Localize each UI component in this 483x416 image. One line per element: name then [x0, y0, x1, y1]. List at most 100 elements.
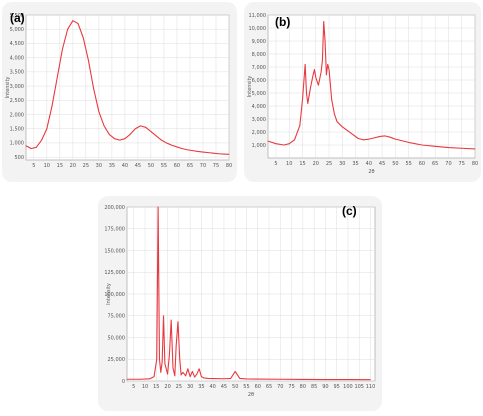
data-point: [180, 374, 182, 376]
y-tick-label: 8,000: [252, 52, 266, 58]
data-point: [373, 137, 375, 139]
data-point: [421, 144, 423, 146]
data-point: [176, 146, 178, 148]
data-point: [197, 151, 199, 152]
x-tick-label: 70: [445, 161, 451, 167]
y-tick-label: 11,000: [249, 13, 267, 19]
y-tick-label: 1,500: [10, 127, 24, 133]
x-tick-label: 35: [109, 163, 115, 169]
data-point: [312, 74, 314, 76]
plot-area-a: [25, 14, 230, 161]
data-point: [304, 64, 306, 65]
x-tick-label: 5: [32, 163, 35, 169]
data-point: [36, 146, 37, 148]
data-point: [223, 153, 225, 155]
x-tick-label: 60: [255, 384, 261, 390]
data-point: [323, 21, 325, 22]
data-point: [166, 142, 167, 144]
data-point: [114, 138, 115, 140]
y-tick-label: 5,500: [10, 13, 24, 19]
y-tick-label: 5,000: [252, 91, 266, 97]
data-point: [145, 126, 147, 128]
y-tick-label: 3,500: [10, 70, 24, 76]
data-point: [324, 40, 326, 42]
chart-a: 5 10 15 20 25 30 35 40 45 50 55 60 65 70 75 80 500 1,000 1…: [5, 13, 232, 169]
panel-c-label: (c): [342, 204, 357, 218]
panel-b-label: (b): [275, 15, 291, 29]
data-point: [140, 378, 141, 380]
y-tick-label: 2,500: [10, 98, 24, 104]
x-tick-label: 60: [419, 161, 425, 167]
data-point: [196, 373, 198, 375]
data-point: [331, 99, 333, 100]
y-tick-label: 0: [122, 379, 125, 385]
data-point: [315, 77, 317, 78]
x-tick-label: 20: [70, 163, 76, 169]
y-tick-label: 25,000: [108, 357, 126, 363]
x-tick-label: 20: [164, 384, 170, 390]
x-tick-label: 80: [300, 384, 306, 390]
x-tick-label: 110: [366, 384, 376, 390]
series-line-a: [25, 20, 230, 155]
data-point: [202, 151, 204, 153]
y-tick-label: 175,000: [104, 227, 125, 233]
x-tick-label: 45: [221, 384, 227, 390]
y-tick-label: 2,000: [10, 112, 24, 118]
data-point: [306, 92, 307, 94]
x-axis-title: 2θ: [368, 169, 374, 175]
data-point: [394, 138, 396, 140]
y-tick-label: 50,000: [108, 335, 126, 341]
data-point: [320, 71, 322, 73]
y-axis-title: Intensity: [106, 283, 112, 305]
x-axis-title: 2θ: [248, 392, 254, 398]
data-point: [203, 377, 205, 379]
data-point: [170, 319, 172, 321]
data-point: [187, 368, 189, 370]
y-axis-title: Intensity: [5, 77, 11, 99]
x-tick-label: 25: [326, 161, 332, 167]
x-tick-label: 30: [339, 161, 345, 167]
x-tick-label: 85: [311, 384, 317, 390]
data-point: [341, 126, 343, 128]
x-tick-label: 15: [299, 161, 305, 167]
data-point: [322, 60, 323, 61]
x-tick-label: 40: [209, 384, 215, 390]
data-point: [175, 345, 177, 347]
data-point: [325, 379, 326, 380]
data-point: [352, 134, 354, 136]
y-tick-label: 4,000: [10, 55, 24, 61]
y-tick-label: 7,000: [252, 65, 266, 71]
data-point: [212, 378, 214, 379]
data-point: [201, 376, 202, 378]
plot-area-b: [267, 14, 476, 159]
data-point: [299, 125, 301, 126]
x-tick-label: 35: [198, 384, 204, 390]
x-tick-label: 50: [232, 384, 238, 390]
x-tick-label: 50: [148, 163, 154, 169]
data-point: [347, 379, 349, 381]
x-tick-label: 65: [187, 163, 193, 169]
data-point: [179, 358, 181, 360]
data-point: [448, 147, 449, 149]
data-point: [155, 135, 157, 137]
data-point: [160, 139, 162, 141]
data-point: [212, 152, 214, 154]
data-point: [327, 64, 329, 65]
data-point: [174, 375, 176, 377]
data-point: [150, 131, 152, 132]
y-tick-label: 3,000: [252, 117, 266, 123]
data-point: [119, 139, 121, 141]
x-tick-label: 105: [354, 384, 364, 390]
data-point: [336, 121, 338, 122]
data-point: [318, 84, 319, 86]
series-line-b: [267, 20, 476, 150]
x-tick-label: 30: [96, 163, 102, 169]
y-tick-label: 150,000: [104, 248, 125, 254]
data-point: [314, 69, 315, 70]
x-tick-label: 65: [266, 384, 272, 390]
data-point: [129, 134, 131, 135]
x-tick-label: 5: [274, 161, 277, 167]
data-point: [124, 138, 126, 140]
y-tick-label: 4,000: [252, 104, 266, 110]
data-point: [134, 128, 136, 130]
